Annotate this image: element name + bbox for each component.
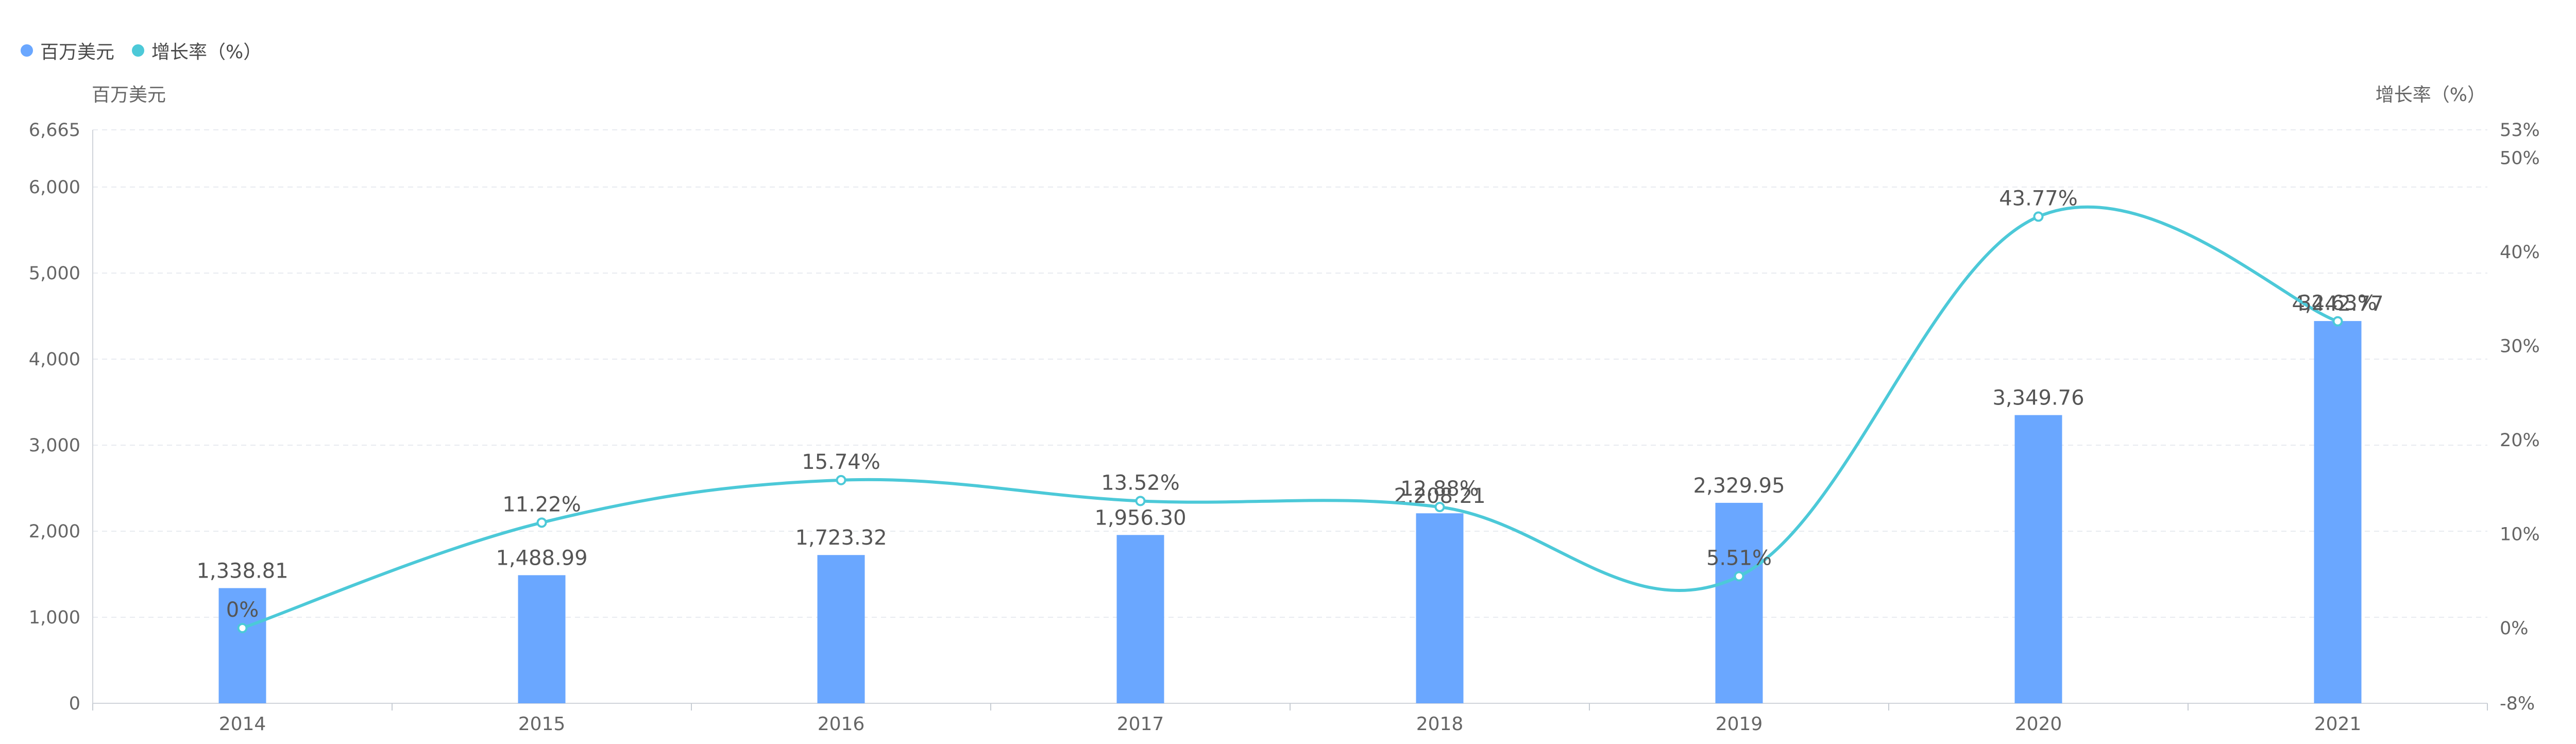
bar-value-label: 3,349.76 [1992,386,2084,410]
bar-2020 [2014,415,2062,703]
right-axis-title: 增长率（%） [2376,84,2486,106]
growth-point-2015 [536,517,547,528]
bar-value-label: 1,488.99 [496,546,587,570]
line-value-label: 5.51% [1706,546,1772,570]
right-tick-label: 20% [2500,430,2540,451]
line-value-label: 0% [226,598,259,622]
legend-marker-growth-icon [132,44,145,57]
right-tick-label: 40% [2500,242,2540,263]
x-tick-label: 2015 [518,714,566,735]
growth-point-2018 [1434,502,1445,513]
right-tick-label: 30% [2500,336,2540,357]
bar-2021 [2314,321,2362,703]
x-tick-label: 2016 [818,714,865,735]
line-value-label: 43.77% [1999,187,2078,210]
left-tick-label: 1,000 [29,607,80,628]
line-value-label: 32.63% [2298,292,2377,315]
left-tick-label: 5,000 [29,263,80,284]
left-tick-label: 6,665 [29,120,80,141]
bar-value-label: 1,956.30 [1094,506,1186,530]
left-tick-label: 4,000 [29,349,80,370]
x-tick-label: 2019 [1716,714,1763,735]
x-tick-label: 2014 [219,714,266,735]
right-tick-label: 53% [2500,120,2540,141]
growth-point-2019 [1734,571,1744,582]
growth-point-2020 [2033,211,2044,222]
chart-legend: 百万美元 增长率（%） [21,37,262,64]
bar-2015 [518,575,566,703]
bar-value-label: 2,329.95 [1693,474,1785,498]
x-tick-label: 2021 [2314,714,2362,735]
bar-2019 [1715,502,1763,703]
growth-rate-line [242,205,2338,630]
right-tick-label: 10% [2500,525,2540,545]
bar-2018 [1416,513,1464,703]
growth-point-2021 [2332,316,2343,327]
growth-point-2016 [836,475,846,485]
left-tick-label: 6,000 [29,177,80,198]
x-tick-label: 2020 [2015,714,2062,735]
line-value-label: 11.22% [502,493,581,516]
bar-2017 [1116,535,1164,703]
right-tick-label: -8% [2500,694,2535,714]
bar-2014 [218,588,266,703]
left-tick-label: 2,000 [29,521,80,542]
legend-item-usd[interactable]: 百万美元 [21,37,114,64]
bar-value-label: 1,338.81 [196,559,288,583]
legend-marker-usd-icon [21,44,33,57]
growth-point-2017 [1135,496,1146,506]
growth-point-2014 [237,623,248,634]
legend-item-growth[interactable]: 增长率（%） [132,37,262,64]
line-value-label: 13.52% [1101,471,1180,495]
right-tick-label: 0% [2500,618,2529,639]
left-tick-label: 0 [69,694,80,714]
bar-value-label: 1,723.32 [795,526,887,550]
x-tick-label: 2017 [1117,714,1164,735]
line-value-label: 12.88% [1400,477,1479,501]
right-tick-label: 50% [2500,148,2540,169]
bar-2016 [817,555,865,703]
left-tick-label: 3,000 [29,435,80,456]
left-axis-title: 百万美元 [92,84,166,106]
line-value-label: 15.74% [802,450,880,474]
legend-label-usd: 百万美元 [40,42,115,63]
legend-label-growth: 增长率（%） [151,42,262,63]
x-tick-label: 2018 [1416,714,1464,735]
